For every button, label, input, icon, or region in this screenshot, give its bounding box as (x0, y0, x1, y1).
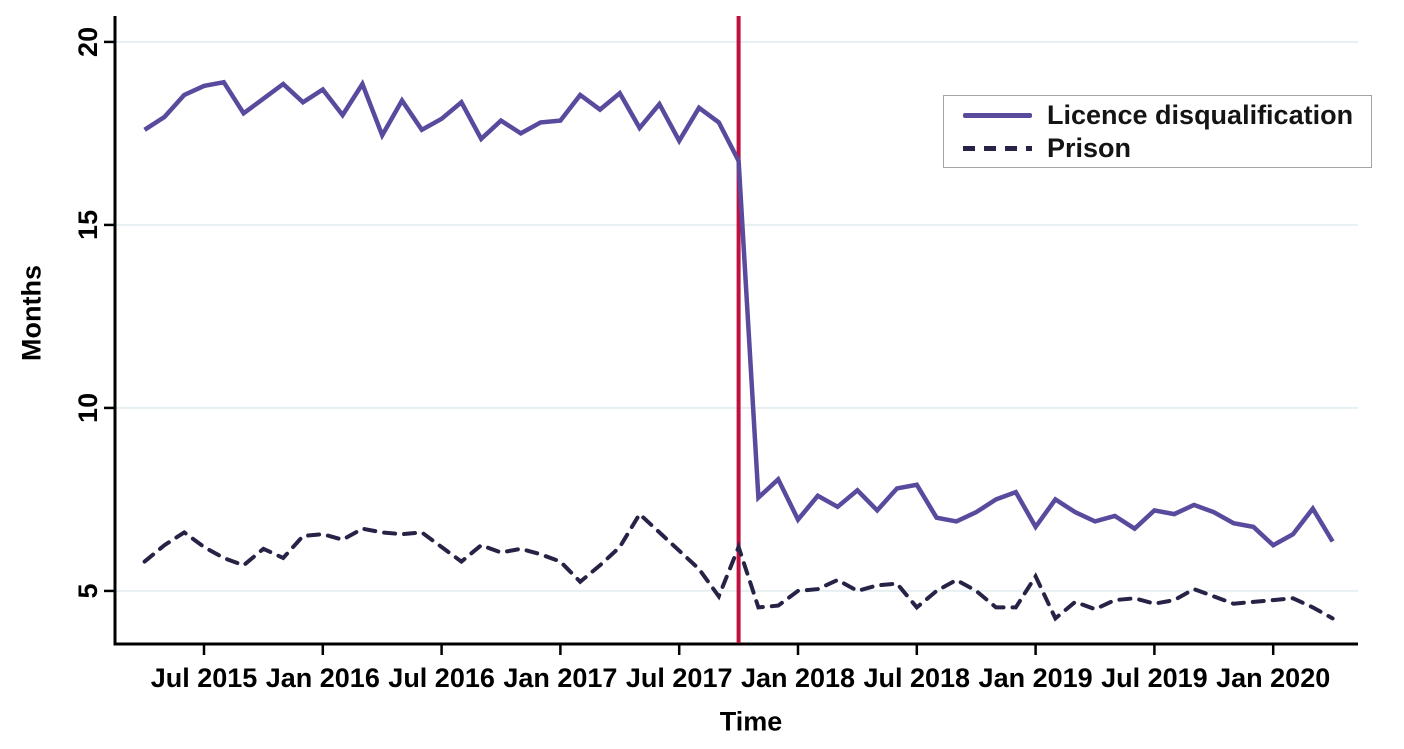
x-tick-label: Jan 2020 (1216, 663, 1330, 693)
x-tick-label: Jul 2019 (1101, 663, 1208, 693)
y-axis-title: Months (16, 265, 47, 361)
x-tick-label: Jan 2018 (741, 663, 855, 693)
x-tick-label: Jul 2017 (626, 663, 733, 693)
legend-item-prison: Prison (944, 134, 1371, 163)
y-tick-label: 15 (73, 210, 103, 240)
x-tick-label: Jan 2019 (979, 663, 1093, 693)
x-tick-label: Jul 2018 (864, 663, 971, 693)
legend-label-licence: Licence disqualification (1047, 99, 1354, 130)
series-line-licence-disqualification (143, 79, 1335, 548)
legend-label-prison: Prison (1047, 132, 1132, 163)
series-line-prison (142, 510, 1335, 622)
y-tick-label: 10 (73, 393, 103, 423)
x-axis-title: Time (719, 706, 783, 737)
y-tick-label: 5 (73, 583, 103, 598)
licence-line-swatch (963, 112, 1032, 118)
y-tick-label: 20 (73, 27, 103, 57)
legend: Licence disqualification Prison (943, 95, 1372, 168)
legend-item-licence: Licence disqualification (944, 101, 1371, 130)
x-tick-label: Jan 2016 (266, 663, 380, 693)
x-tick-label: Jul 2016 (388, 663, 495, 693)
x-tick-label: Jan 2017 (503, 663, 617, 693)
x-tick-label: Jul 2015 (151, 663, 258, 693)
prison-line-swatch (963, 145, 1032, 151)
